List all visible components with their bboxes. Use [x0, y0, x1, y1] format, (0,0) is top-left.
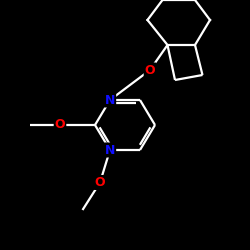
Text: O: O — [95, 176, 105, 189]
Text: O: O — [145, 64, 155, 76]
Text: N: N — [105, 94, 115, 106]
Text: O: O — [55, 118, 65, 132]
Text: N: N — [105, 144, 115, 156]
